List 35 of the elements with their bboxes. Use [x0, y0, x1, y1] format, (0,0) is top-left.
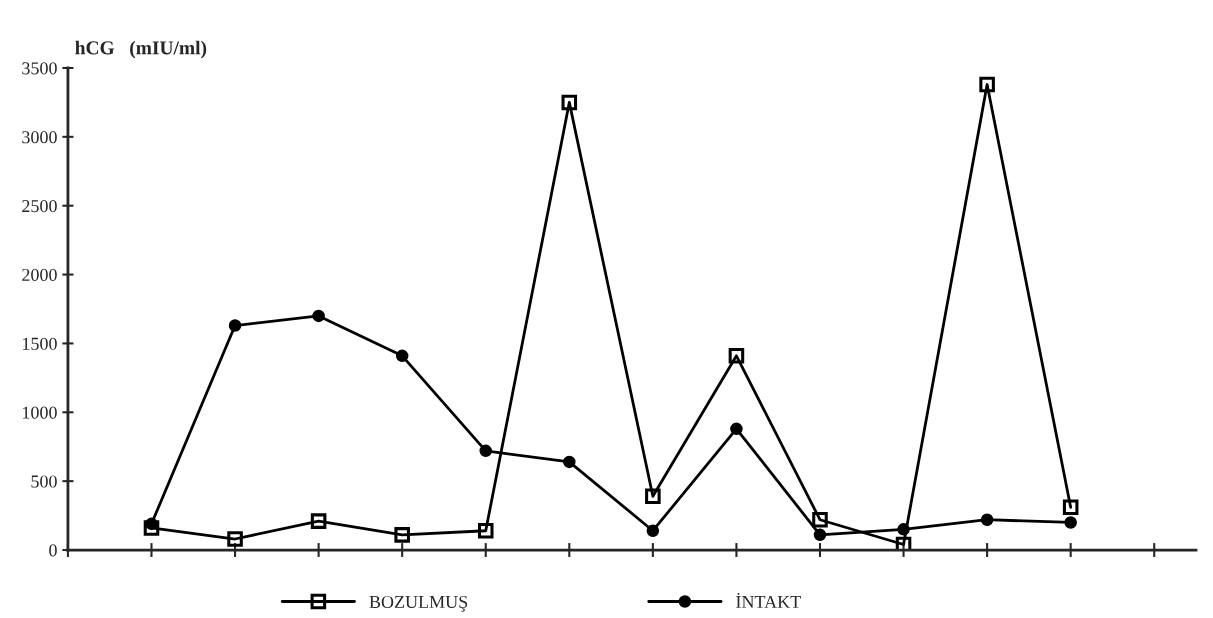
point: [979, 76, 995, 93]
legend-label: BOZULMUŞ: [369, 595, 468, 612]
y-tick-label: 0: [49, 544, 57, 557]
y-axis-title: hCG (mIU/ml): [75, 40, 207, 59]
point: [730, 422, 743, 436]
point: [813, 528, 827, 542]
point: [897, 523, 910, 536]
point: [394, 527, 410, 543]
point: [1064, 516, 1077, 529]
y-tick-label: 2000: [22, 268, 57, 282]
point: [1062, 499, 1079, 516]
point: [563, 455, 576, 469]
point: [561, 94, 578, 111]
y-tick-label: 3000: [22, 131, 57, 144]
y-tick-label: 3500: [22, 62, 57, 75]
y-tick-label: 500: [31, 475, 57, 488]
point: [395, 349, 409, 363]
point: [310, 513, 327, 529]
point: [646, 524, 660, 537]
y-tick-label: 1500: [22, 337, 57, 350]
point: [645, 488, 661, 505]
y-tick-label: 2500: [22, 199, 57, 213]
point: [312, 309, 325, 323]
y-tick-label: 1000: [22, 406, 57, 419]
point: [145, 517, 158, 531]
legend-label: İNTAKT: [736, 592, 801, 608]
point: [479, 444, 492, 458]
point: [477, 522, 494, 539]
point: [895, 536, 912, 551]
point: [980, 513, 994, 526]
point: [143, 520, 160, 536]
point: [728, 348, 745, 364]
point: [812, 511, 828, 528]
point: [228, 319, 242, 332]
point: [227, 531, 243, 547]
